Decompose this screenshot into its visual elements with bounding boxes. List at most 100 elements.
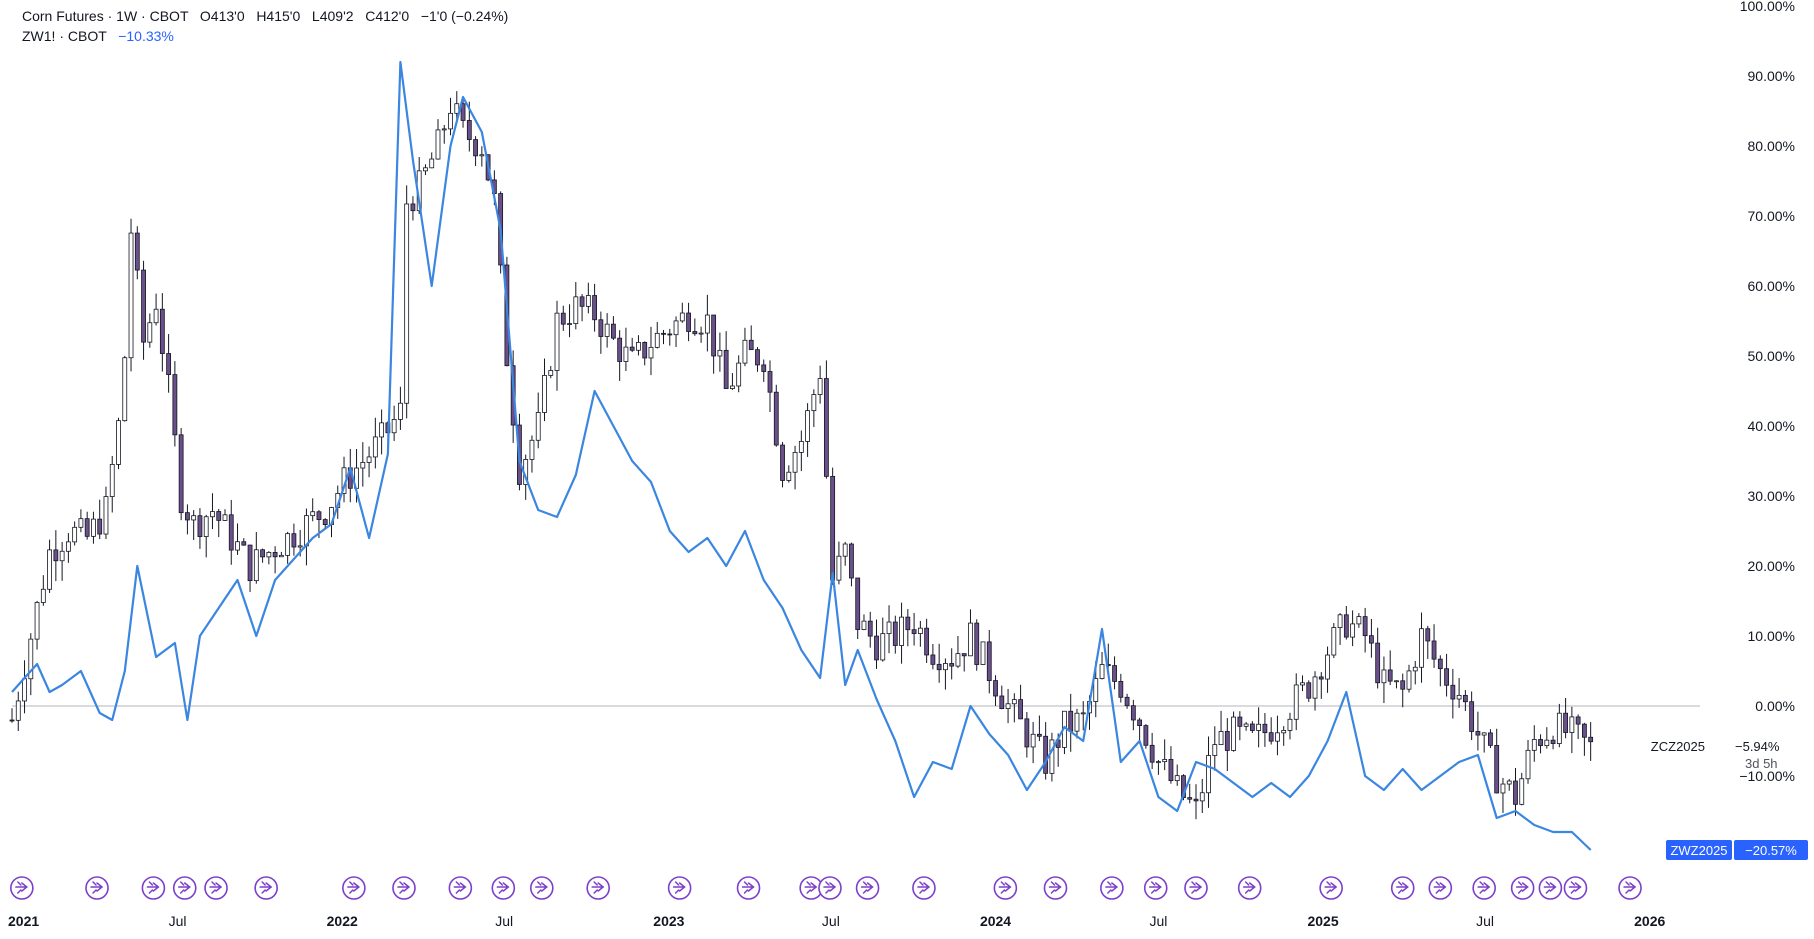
candle [761, 359, 767, 382]
candle-body [1350, 623, 1356, 638]
candle [1249, 721, 1255, 734]
event-icon[interactable] [1143, 876, 1168, 900]
candle [767, 360, 773, 412]
wheat-line-group [11, 60, 1592, 851]
event-icon[interactable] [1237, 876, 1262, 900]
event-icon[interactable] [254, 876, 278, 900]
candle-body [811, 394, 817, 412]
candle-body [1337, 614, 1343, 628]
event-circle [1428, 876, 1453, 900]
event-circle [141, 876, 166, 900]
event-icon[interactable] [392, 876, 416, 900]
price-axis[interactable]: 100.00% 90.00% 80.00% 70.00% 60.00% 50.00% 40.… [1739, 0, 1795, 784]
candle [1074, 708, 1080, 739]
candle-body [911, 629, 917, 634]
candle [410, 196, 416, 221]
candle [210, 493, 215, 530]
event-icon[interactable] [912, 876, 936, 900]
price-tick-label: 30.00% [1748, 488, 1795, 504]
event-icon[interactable] [342, 876, 366, 900]
candle-body [792, 451, 798, 473]
main-series-legend[interactable]: Corn Futures · 1W · CBOT O413'0 H415'0 L… [22, 8, 509, 24]
candle-body [1519, 778, 1525, 805]
candle [203, 514, 209, 558]
event-icon[interactable] [1563, 876, 1588, 900]
candle [1431, 624, 1437, 668]
main-symbol-tag: ZCZ2025 [1651, 739, 1705, 754]
event-icon[interactable] [204, 876, 228, 900]
event-icon[interactable] [1618, 876, 1642, 900]
candle [917, 620, 923, 647]
candle [830, 467, 836, 585]
candle [949, 648, 955, 680]
compare-series-legend[interactable]: ZW1! · CBOT −10.33% [22, 28, 174, 44]
event-icon[interactable] [10, 876, 34, 900]
candle [379, 409, 385, 455]
event-icon[interactable] [1428, 876, 1453, 900]
candle-body [673, 320, 679, 336]
events-row[interactable] [10, 876, 1642, 900]
event-icon[interactable] [172, 876, 197, 900]
candle [773, 384, 779, 447]
event-icon[interactable] [586, 876, 610, 900]
candle-body [448, 112, 453, 130]
candle [1262, 713, 1268, 747]
candle-body [97, 518, 103, 535]
event-icon[interactable] [1319, 876, 1343, 900]
event-icon[interactable] [85, 876, 109, 900]
candle [78, 509, 84, 533]
price-tick-label: 10.00% [1748, 628, 1795, 644]
candle-body [84, 518, 90, 537]
candle [9, 708, 15, 723]
event-icon[interactable] [1390, 876, 1415, 900]
candle [924, 618, 930, 663]
candle-body [1112, 665, 1117, 682]
candle-body [1588, 736, 1594, 743]
event-icon[interactable] [1538, 876, 1563, 900]
candle-body [1462, 694, 1468, 703]
candle-body [316, 511, 322, 520]
candle [654, 321, 660, 349]
candle-body [892, 621, 898, 646]
event-arrow [1324, 881, 1338, 894]
event-icon[interactable] [1184, 876, 1208, 900]
candle-body [391, 419, 397, 434]
candle [1318, 672, 1324, 699]
price-tick-label: 80.00% [1748, 138, 1795, 154]
candle [811, 389, 817, 428]
time-axis[interactable]: 2021 Jul 2022 Jul 2023 Jul 2024 Jul 2025 Jul 2026 [8, 913, 1666, 929]
candle-body [360, 462, 366, 469]
candle-body [429, 158, 435, 169]
candle [579, 294, 585, 322]
candle-body [1419, 628, 1424, 668]
candle-body [116, 420, 121, 465]
event-icon[interactable] [993, 876, 1018, 900]
event-icon[interactable] [530, 876, 554, 900]
candle-body [1268, 732, 1274, 742]
event-icon[interactable] [1472, 876, 1496, 900]
event-icon[interactable] [667, 876, 692, 900]
event-icon[interactable] [141, 876, 166, 900]
event-icon[interactable] [491, 876, 516, 900]
event-icon[interactable] [1043, 876, 1068, 900]
candle-body [711, 314, 717, 357]
candle [823, 360, 829, 479]
event-icon[interactable] [736, 876, 761, 900]
event-icon[interactable] [1510, 876, 1535, 900]
event-icon[interactable] [448, 876, 473, 900]
event-icon[interactable] [855, 876, 880, 900]
candle [266, 551, 272, 565]
candle [191, 510, 197, 541]
candle-body [1550, 739, 1556, 744]
candle-body [1444, 668, 1449, 686]
event-circle [586, 876, 610, 900]
event-arrow [1048, 881, 1062, 894]
candle-body [648, 346, 654, 359]
candle-body [686, 312, 691, 332]
event-icon[interactable] [818, 876, 842, 900]
candle [1375, 627, 1381, 689]
event-icon[interactable] [1100, 876, 1124, 900]
candle [880, 617, 886, 662]
